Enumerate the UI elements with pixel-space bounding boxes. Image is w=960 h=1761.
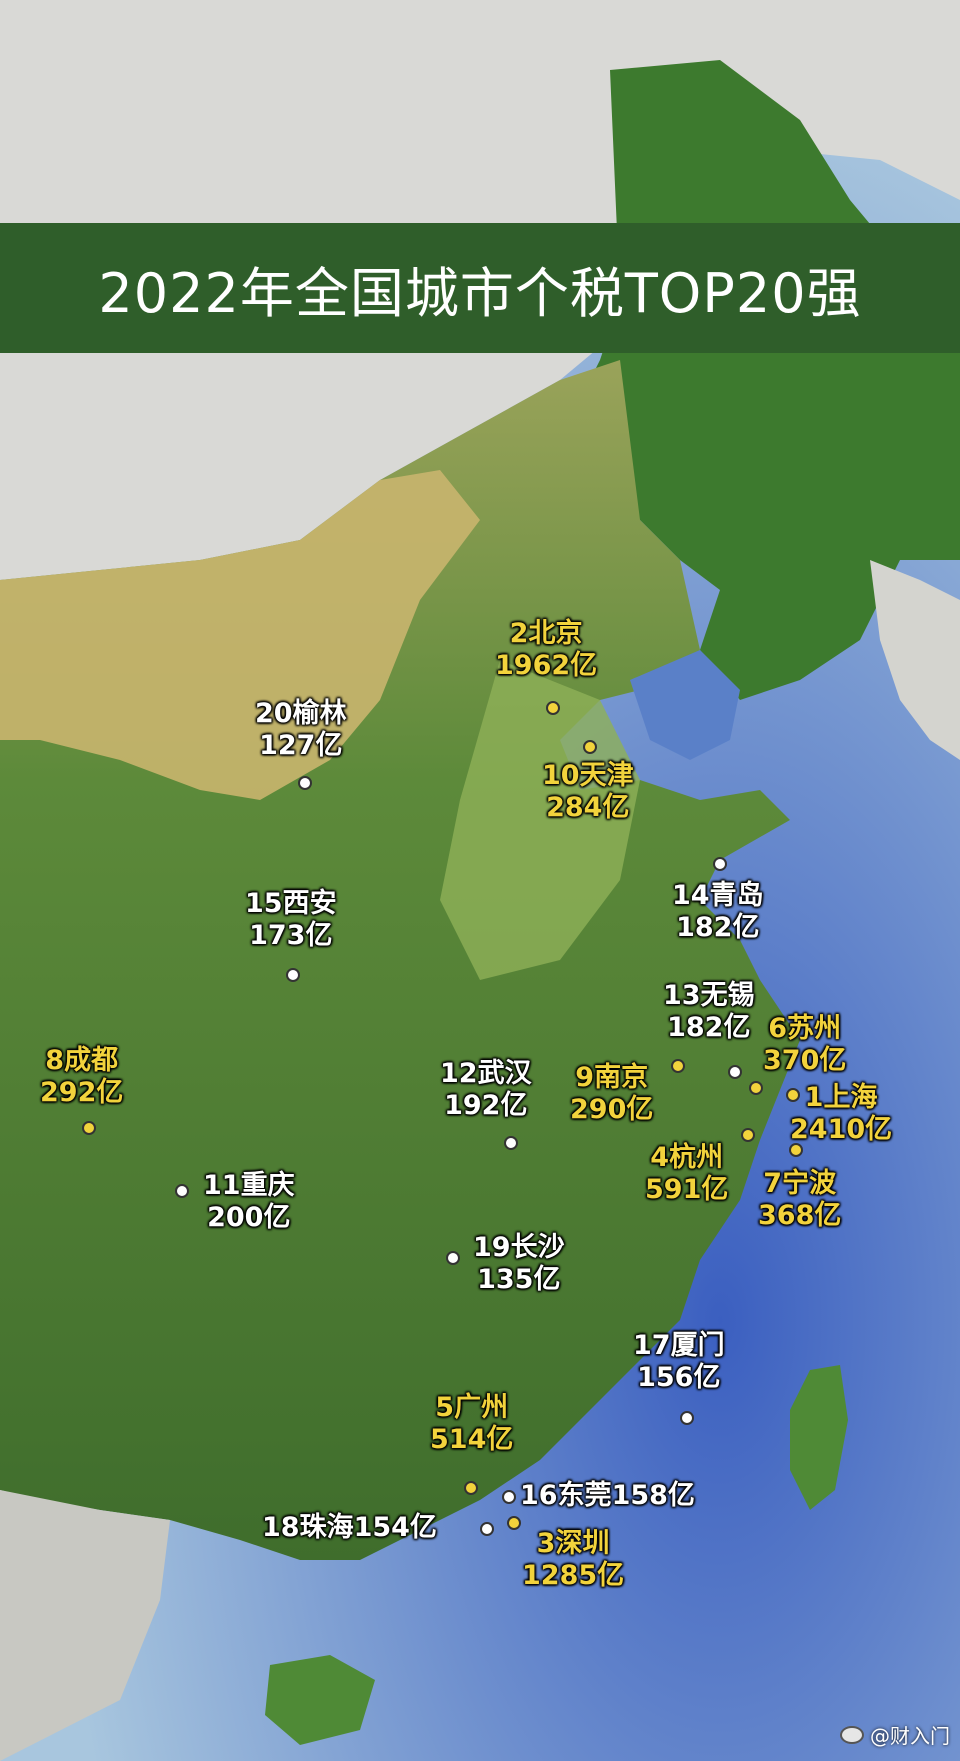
city-label-chongqing: 11重庆 200亿 [203, 1170, 295, 1234]
city-name-tianjin: 10天津 [542, 760, 634, 791]
city-dot-dongguan [502, 1490, 516, 1504]
city-label-hangzhou: 4杭州 591亿 [645, 1142, 728, 1206]
city-dot-xian [286, 968, 300, 982]
city-name-beijing: 2北京 [509, 618, 583, 649]
page-title: 2022年全国城市个税TOP20强 [98, 261, 862, 325]
city-dot-ningbo [789, 1143, 803, 1157]
title-band: 2022年全国城市个税TOP20强 [0, 223, 960, 353]
city-tax-wuhan: 192亿 [444, 1090, 528, 1121]
city-tax-ningbo: 368亿 [758, 1200, 842, 1231]
city-name-xiamen: 17厦门 [633, 1330, 725, 1361]
city-name-guangzhou: 5广州 [435, 1392, 509, 1423]
city-dot-shanghai [786, 1088, 800, 1102]
city-tax-wuxi: 182亿 [667, 1012, 751, 1043]
city-label-zhuhai: 18珠海154亿 [262, 1512, 437, 1544]
city-label-xiamen: 17厦门 156亿 [633, 1330, 725, 1394]
city-name-yulin: 20榆林 [255, 698, 347, 729]
city-tax-chongqing: 200亿 [207, 1202, 291, 1233]
city-name-wuxi: 13无锡 [663, 980, 755, 1011]
city-name-wuhan: 12武汉 [440, 1058, 532, 1089]
city-dot-suzhou [749, 1081, 763, 1095]
city-label-nanjing: 9南京 290亿 [570, 1062, 653, 1126]
city-name-shenzhen: 3深圳 [536, 1528, 610, 1559]
city-name-zhuhai: 18珠海154亿 [262, 1512, 437, 1543]
taiwan-island [790, 1365, 848, 1510]
city-dot-hangzhou [741, 1128, 755, 1142]
city-name-nanjing: 9南京 [575, 1062, 649, 1093]
city-tax-suzhou: 370亿 [763, 1045, 847, 1076]
city-label-xian: 15西安 173亿 [245, 888, 337, 952]
city-dot-beijing [546, 701, 560, 715]
city-label-shenzhen: 3深圳 1285亿 [522, 1528, 624, 1592]
bohai-sea [630, 650, 740, 760]
northeast-forest [570, 60, 960, 700]
city-tax-changsha: 135亿 [477, 1264, 561, 1295]
city-tax-tianjin: 284亿 [546, 792, 630, 823]
city-label-yulin: 20榆林 127亿 [255, 698, 347, 762]
watermark-text: @财入门 [870, 1724, 950, 1748]
city-label-wuxi: 13无锡 182亿 [663, 980, 755, 1044]
city-dot-xiamen [680, 1411, 694, 1425]
city-label-dongguan: 16东莞158亿 [520, 1480, 695, 1512]
city-label-beijing: 2北京 1962亿 [495, 618, 597, 682]
korean-peninsula [870, 560, 960, 760]
city-dot-tianjin [583, 740, 597, 754]
hainan-island [265, 1655, 375, 1745]
city-tax-xian: 173亿 [249, 920, 333, 951]
southwest-highlands [0, 1490, 170, 1761]
city-tax-yulin: 127亿 [259, 730, 343, 761]
city-dot-chongqing [175, 1184, 189, 1198]
city-tax-shenzhen: 1285亿 [522, 1560, 625, 1591]
city-dot-chengdu [82, 1121, 96, 1135]
city-dot-guangzhou [464, 1481, 478, 1495]
city-name-changsha: 19长沙 [473, 1232, 565, 1263]
city-label-shanghai: 1上海 2410亿 [790, 1082, 892, 1146]
city-tax-chengdu: 292亿 [40, 1077, 124, 1108]
city-name-qingdao: 14青岛 [672, 880, 764, 911]
city-label-ningbo: 7宁波 368亿 [758, 1168, 841, 1232]
city-dot-shenzhen [507, 1516, 521, 1530]
city-dot-zhuhai [480, 1522, 494, 1536]
city-dot-qingdao [713, 857, 727, 871]
city-label-guangzhou: 5广州 514亿 [430, 1392, 513, 1456]
city-name-suzhou: 6苏州 [768, 1013, 842, 1044]
city-tax-qingdao: 182亿 [676, 912, 760, 943]
city-label-chengdu: 8成都 292亿 [40, 1045, 123, 1109]
city-tax-beijing: 1962亿 [495, 650, 598, 681]
city-name-ningbo: 7宁波 [763, 1168, 837, 1199]
city-tax-guangzhou: 514亿 [430, 1424, 514, 1455]
weibo-icon [840, 1725, 864, 1744]
city-dot-yulin [298, 776, 312, 790]
city-tax-xiamen: 156亿 [637, 1362, 721, 1393]
city-name-hangzhou: 4杭州 [650, 1142, 724, 1173]
watermark: @财入门 [840, 1720, 950, 1749]
city-dot-wuhan [504, 1136, 518, 1150]
city-dot-nanjing [671, 1059, 685, 1073]
city-label-wuhan: 12武汉 192亿 [440, 1058, 532, 1122]
city-dot-changsha [446, 1251, 460, 1265]
loess-plateau [0, 470, 480, 800]
city-label-qingdao: 14青岛 182亿 [672, 880, 764, 944]
city-name-chongqing: 11重庆 [203, 1170, 295, 1201]
city-label-tianjin: 10天津 284亿 [542, 760, 634, 824]
city-name-xian: 15西安 [245, 888, 337, 919]
city-dot-wuxi [728, 1065, 742, 1079]
city-tax-shanghai: 2410亿 [790, 1114, 893, 1145]
city-tax-hangzhou: 591亿 [645, 1174, 729, 1205]
city-tax-nanjing: 290亿 [570, 1094, 654, 1125]
city-label-suzhou: 6苏州 370亿 [763, 1013, 846, 1077]
city-name-chengdu: 8成都 [45, 1045, 119, 1076]
city-name-dongguan: 16东莞158亿 [520, 1480, 695, 1511]
city-label-changsha: 19长沙 135亿 [473, 1232, 565, 1296]
city-name-shanghai: 1上海 [804, 1082, 878, 1113]
